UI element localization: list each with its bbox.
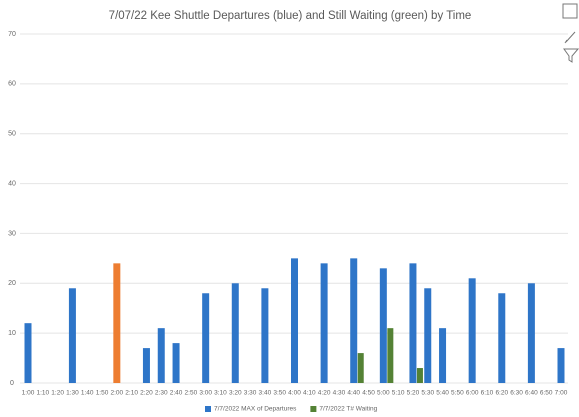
bar bbox=[172, 343, 180, 383]
chart-tools[interactable] bbox=[562, 3, 579, 63]
chart-title: 7/07/22 Kee Shuttle Departures (blue) an… bbox=[109, 10, 472, 22]
x-tick-label: 6:50 bbox=[540, 390, 553, 397]
bar bbox=[357, 353, 364, 383]
x-tick-label: 3:50 bbox=[273, 390, 286, 397]
bar bbox=[439, 328, 447, 383]
x-tick-label: 3:30 bbox=[244, 390, 257, 397]
x-tick-label: 5:30 bbox=[421, 390, 434, 397]
x-tick-label: 6:20 bbox=[495, 390, 508, 397]
x-tick-label: 3:10 bbox=[214, 390, 227, 397]
bar bbox=[557, 348, 565, 383]
x-tick-label: 6:00 bbox=[466, 390, 479, 397]
x-tick-label: 1:00 bbox=[22, 390, 35, 397]
legend-label: 7/7/2022 T# Waiting bbox=[319, 406, 377, 413]
legend-swatch bbox=[205, 406, 211, 412]
x-tick-label: 5:00 bbox=[377, 390, 390, 397]
x-tick-label: 1:50 bbox=[96, 390, 109, 397]
x-tick-label: 3:00 bbox=[199, 390, 212, 397]
x-tick-label: 2:20 bbox=[140, 390, 153, 397]
bar bbox=[350, 258, 358, 383]
y-tick-label: 0 bbox=[10, 380, 14, 387]
x-tick-label: 3:20 bbox=[229, 390, 242, 397]
x-tick-label: 5:40 bbox=[436, 390, 449, 397]
filter-icon[interactable] bbox=[563, 48, 579, 63]
bar bbox=[157, 328, 165, 383]
x-tick-label: 2:10 bbox=[125, 390, 138, 397]
x-tick-label: 4:30 bbox=[333, 390, 346, 397]
bar bbox=[320, 263, 328, 383]
x-tick-label: 1:10 bbox=[36, 390, 49, 397]
style-icon[interactable] bbox=[564, 31, 576, 44]
bar bbox=[424, 288, 432, 383]
bar bbox=[379, 268, 387, 383]
legend-label: 7/7/2022 MAX of Departures bbox=[214, 406, 297, 413]
bar bbox=[142, 348, 150, 383]
x-tick-label: 2:50 bbox=[185, 390, 198, 397]
x-tick-label: 2:00 bbox=[111, 390, 124, 397]
bar bbox=[387, 328, 394, 383]
x-tick-label: 4:20 bbox=[318, 390, 331, 397]
legend-swatch bbox=[310, 406, 317, 412]
bar bbox=[498, 293, 506, 383]
x-tick-label: 6:10 bbox=[481, 390, 494, 397]
y-tick-label: 70 bbox=[8, 31, 16, 38]
bar bbox=[468, 278, 476, 383]
y-tick-label: 50 bbox=[8, 131, 16, 138]
x-tick-label: 5:20 bbox=[407, 390, 420, 397]
x-tick-label: 4:00 bbox=[288, 390, 301, 397]
y-tick-label: 20 bbox=[8, 280, 16, 287]
x-tick-label: 1:40 bbox=[81, 390, 94, 397]
x-tick-label: 4:10 bbox=[303, 390, 316, 397]
bar bbox=[231, 283, 239, 383]
y-tick-label: 60 bbox=[8, 81, 16, 88]
y-tick-label: 10 bbox=[8, 330, 16, 337]
bar bbox=[409, 263, 417, 383]
x-tick-label: 7:00 bbox=[555, 390, 568, 397]
x-tick-label: 4:50 bbox=[362, 390, 375, 397]
x-tick-label: 5:50 bbox=[451, 390, 464, 397]
x-tick-label: 3:40 bbox=[259, 390, 272, 397]
add-element-icon[interactable] bbox=[562, 3, 578, 19]
bar bbox=[527, 283, 535, 383]
bar bbox=[113, 263, 121, 383]
x-tick-label: 2:30 bbox=[155, 390, 168, 397]
x-tick-label: 6:40 bbox=[525, 390, 538, 397]
bar bbox=[68, 288, 76, 383]
y-tick-label: 40 bbox=[8, 180, 16, 187]
x-tick-label: 1:20 bbox=[51, 390, 64, 397]
bar bbox=[291, 258, 298, 383]
x-tick-label: 6:30 bbox=[510, 390, 523, 397]
bar bbox=[261, 288, 269, 383]
y-tick-label: 30 bbox=[8, 230, 16, 237]
bar bbox=[24, 323, 32, 383]
x-tick-label: 5:10 bbox=[392, 390, 405, 397]
x-tick-label: 1:30 bbox=[66, 390, 79, 397]
x-tick-label: 4:40 bbox=[347, 390, 360, 397]
bar bbox=[416, 368, 423, 383]
bar bbox=[202, 293, 210, 383]
x-tick-label: 2:40 bbox=[170, 390, 183, 397]
